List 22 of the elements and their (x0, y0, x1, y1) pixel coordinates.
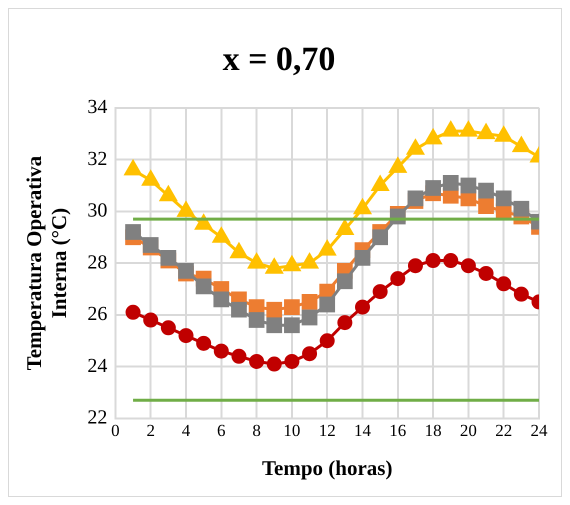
y-tick-label: 30 (87, 200, 108, 222)
x-axis-title: Tempo (horas) (262, 456, 392, 480)
x-tick-label: 16 (389, 421, 406, 440)
x-tick-label: 4 (182, 421, 191, 440)
x-tick-label: 10 (283, 421, 300, 440)
x-tick-label: 14 (354, 421, 372, 440)
y-axis-title: Temperatura Operativa Interna (°C) (22, 155, 72, 370)
y-tick-label: 24 (87, 354, 108, 377)
x-tick-label: 6 (217, 421, 226, 440)
chart-title: x = 0,70 (222, 41, 336, 78)
x-tick-label: 20 (460, 421, 477, 440)
x-tick-label: 8 (252, 421, 261, 440)
x-tick-label: 2 (146, 421, 155, 440)
y-tick-label: 32 (87, 148, 108, 170)
y-tick-label: 26 (87, 303, 108, 326)
x-tick-label: 12 (318, 421, 336, 440)
x-tick-label: 24 (530, 421, 548, 440)
y-tick-label: 34 (87, 96, 108, 118)
x-tick-label: 0 (111, 421, 120, 440)
y-tick-label: 28 (87, 251, 108, 274)
x-tick-label: 18 (424, 421, 442, 440)
x-tick-label: 22 (495, 421, 512, 440)
